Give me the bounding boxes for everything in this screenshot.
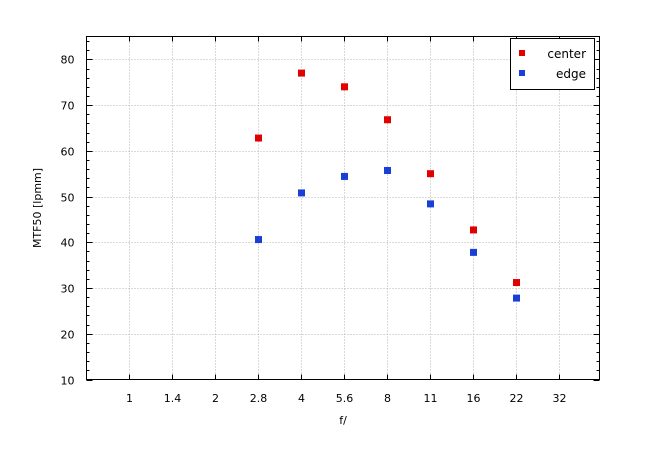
point-center <box>341 83 348 91</box>
legend-swatch-edge <box>519 70 525 76</box>
point-center <box>427 170 434 178</box>
point-center <box>384 116 391 124</box>
x-axis-title: f/ <box>339 414 347 427</box>
x-tick-label: 16 <box>467 392 481 405</box>
legend-swatch-center <box>519 50 525 56</box>
y-tick-label: 40 <box>61 237 75 250</box>
y-tick-label: 70 <box>61 100 75 113</box>
plot-frame <box>86 36 600 380</box>
y-tick-label: 80 <box>61 54 75 67</box>
legend-label-edge: edge <box>556 67 586 81</box>
point-edge <box>513 294 520 302</box>
axes: 1 1.4 2 2.8 4 5.6 8 11 16 22 32 10 20 30 40 50 60 70 80 <box>61 36 600 405</box>
y-tick-label: 10 <box>61 375 75 388</box>
legend: center edge <box>510 38 595 90</box>
y-tick-label: 20 <box>61 329 75 342</box>
point-edge <box>384 166 391 174</box>
point-center <box>470 226 477 234</box>
point-center <box>255 134 262 142</box>
data-points <box>255 69 520 302</box>
grid <box>86 36 600 380</box>
x-tick-label: 2 <box>212 392 219 405</box>
point-edge <box>298 189 305 197</box>
y-axis-title: MTF50 [lpmm] <box>31 168 44 248</box>
point-edge <box>470 248 477 256</box>
legend-box <box>510 38 595 90</box>
point-edge <box>255 236 262 244</box>
y-tick-label: 60 <box>61 146 75 159</box>
legend-label-center: center <box>547 47 586 61</box>
x-tick-label: 1 <box>126 392 133 405</box>
x-tick-label: 32 <box>553 392 567 405</box>
x-tick-label: 5.6 <box>336 392 354 405</box>
x-tick-label: 22 <box>510 392 524 405</box>
y-tick-label: 50 <box>61 192 75 205</box>
x-tick-label: 4 <box>298 392 305 405</box>
x-tick-label: 1.4 <box>164 392 182 405</box>
x-tick-label: 2.8 <box>250 392 268 405</box>
point-center <box>513 279 520 287</box>
x-tick-label: 11 <box>424 392 438 405</box>
x-tick-label: 8 <box>384 392 391 405</box>
point-edge <box>341 172 348 180</box>
y-tick-label: 30 <box>61 283 75 296</box>
point-center <box>298 69 305 77</box>
point-edge <box>427 200 434 208</box>
